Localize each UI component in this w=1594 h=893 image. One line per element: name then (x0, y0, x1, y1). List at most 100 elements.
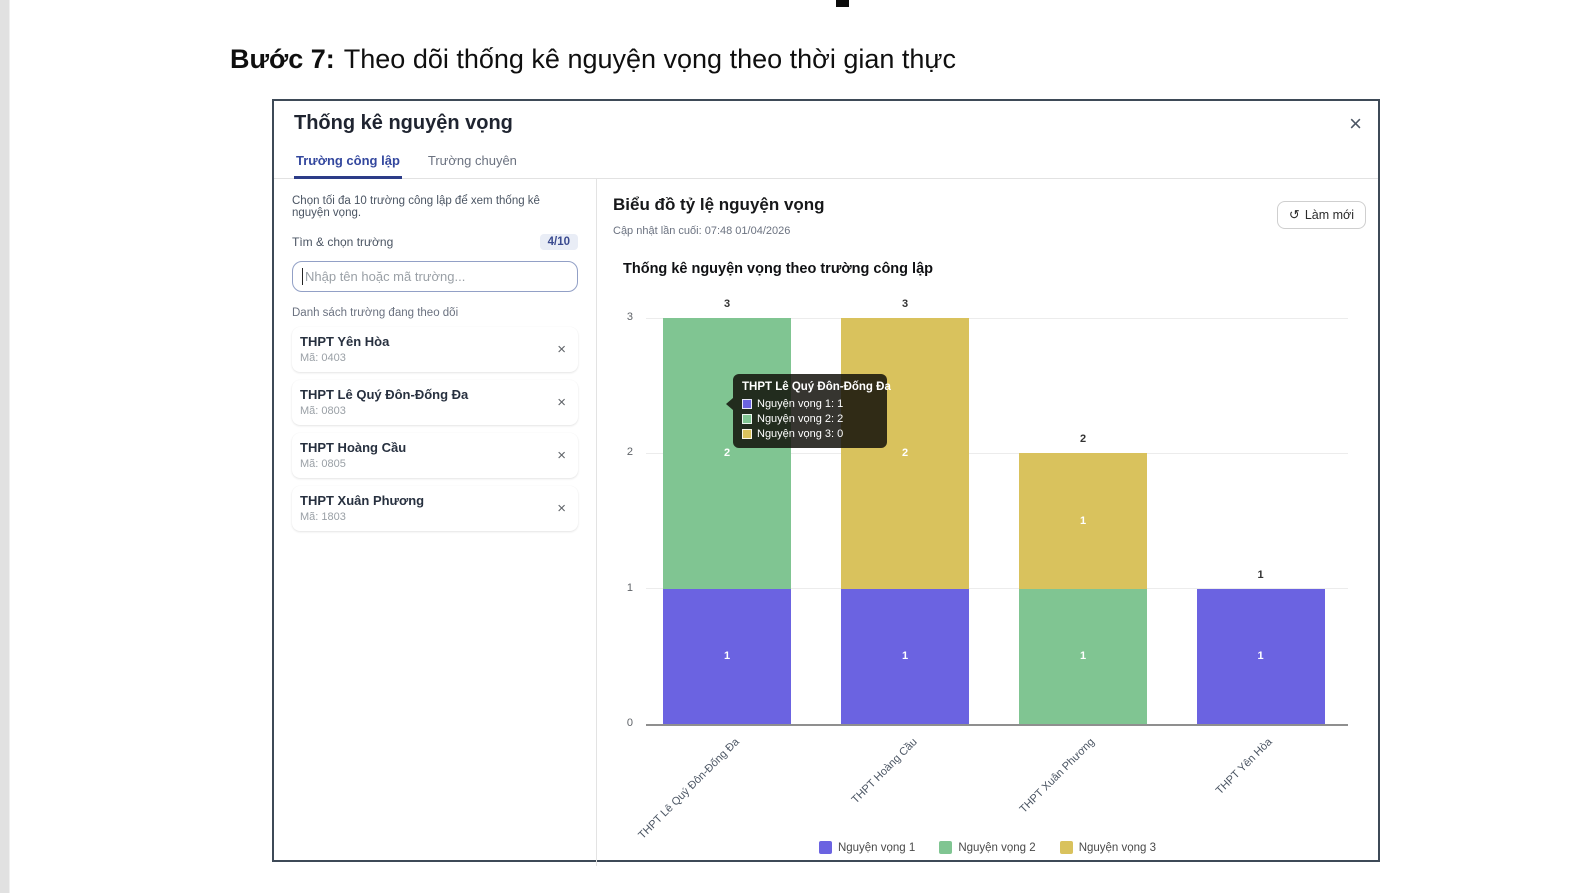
school-name: THPT Xuân Phương (300, 493, 425, 508)
remove-school-icon[interactable]: × (557, 340, 566, 358)
step-description: Theo dõi thống kê nguyện vọng theo thời … (343, 44, 956, 74)
selection-counter-badge: 4/10 (539, 234, 578, 250)
y-axis-tick-label: 0 (626, 717, 633, 729)
chart-tooltip: THPT Lê Quý Đôn-Đống Đa Nguyện vọng 1: 1… (726, 374, 891, 448)
school-selector-sidebar: Chọn tối đa 10 trường công lập để xem th… (274, 179, 597, 866)
bar-segment-nv3[interactable]: 1 (1019, 453, 1147, 589)
school-info: THPT Hoàng Cầu Mã: 0805 (300, 440, 406, 470)
legend-swatch-icon (939, 841, 953, 854)
search-input-wrap (292, 261, 578, 292)
step-label: Bước 7: (230, 44, 335, 74)
school-list-item: THPT Xuân Phương Mã: 1803 × (292, 486, 578, 531)
bar-total-label: 3 (901, 298, 909, 310)
tab-truong-chuyen[interactable]: Trường chuyên (427, 153, 517, 168)
school-list: THPT Yên Hòa Mã: 0403 × THPT Lê Quý Đôn-Đốn… (292, 327, 578, 531)
school-code: Mã: 0803 (300, 405, 346, 417)
legend-item[interactable]: Nguyện vọng 3 (1059, 841, 1157, 854)
segment-value-label: 1 (901, 650, 909, 663)
school-code: Mã: 0403 (300, 352, 346, 364)
text-caret (302, 268, 303, 285)
legend-label: Nguyện vọng 3 (1078, 841, 1157, 854)
school-name: THPT Lê Quý Đôn-Đống Đa (300, 387, 469, 402)
tooltip-title: THPT Lê Quý Đôn-Đống Đa (742, 381, 891, 393)
close-icon[interactable]: × (1349, 111, 1362, 136)
bar-total-label: 3 (723, 298, 731, 310)
modal-title: Thống kê nguyện vọng (294, 112, 513, 134)
refresh-icon: ↺ (1288, 207, 1300, 222)
segment-value-label: 1 (723, 650, 731, 663)
segment-value-label: 1 (1079, 514, 1087, 527)
refresh-button-label: Làm mới (1304, 208, 1354, 222)
watched-list-label: Danh sách trường đang theo dõi (292, 307, 459, 319)
legend-label: Nguyện vọng 2 (958, 841, 1036, 854)
tooltip-row: Nguyện vọng 3: 0 (742, 428, 878, 440)
bar-segment-nv1[interactable]: 1 (663, 588, 791, 724)
segment-value-label: 2 (723, 447, 731, 460)
chart-panel-title: Biểu đồ tỷ lệ nguyện vọng (613, 195, 825, 214)
cropped-text-fragment (836, 0, 849, 7)
bar-segment-nv1[interactable]: 1 (1196, 588, 1325, 724)
chart-legend: Nguyện vọng 1 Nguyện vọng 2 Nguyện vọng 3 (597, 841, 1378, 854)
chart-canvas: 0 1 2 3 1 2 3 THPT Lê Quý Đôn-Đống Đa 1 2 3 THPT Ho… (597, 179, 1378, 866)
x-axis-category-label: THPT Lê Quý Đôn-Đống Đa (635, 736, 742, 842)
gridline (646, 452, 1348, 454)
legend-swatch-icon (818, 841, 832, 854)
school-list-item: THPT Hoàng Cầu Mã: 0805 × (292, 433, 578, 478)
legend-item[interactable]: Nguyện vọng 2 (939, 841, 1036, 854)
tooltip-text: Nguyện vọng 2: 2 (757, 413, 844, 425)
refresh-button[interactable]: ↺ Làm mới (1276, 201, 1366, 229)
gridline (646, 317, 1348, 319)
page-title: Bước 7: Theo dõi thống kê nguyện vọng the… (230, 44, 956, 75)
statistics-modal: Thống kê nguyện vọng × Trường công lập T… (272, 99, 1380, 866)
chart-title: Thống kê nguyện vọng theo trường công lậ… (623, 261, 933, 277)
tab-bar: Trường công lập Trường chuyên (274, 147, 1378, 179)
remove-school-icon[interactable]: × (557, 446, 566, 464)
school-name: THPT Hoàng Cầu (300, 440, 407, 455)
school-list-item: THPT Lê Quý Đôn-Đống Đa Mã: 0803 × (292, 380, 578, 425)
selector-instruction: Chọn tối đa 10 trường công lập để xem th… (292, 195, 540, 219)
x-axis-category-label: THPT Hoàng Cầu (849, 736, 920, 807)
tab-truong-cong-lap[interactable]: Trường công lập (294, 147, 402, 179)
school-name: THPT Yên Hòa (300, 334, 390, 349)
bar-segment-nv3[interactable]: 2 (841, 318, 969, 589)
x-axis-line (646, 724, 1348, 726)
tooltip-swatch-icon (742, 399, 752, 409)
x-axis-category-label: THPT Yên Hòa (1214, 736, 1275, 797)
bar-segment-nv2[interactable]: 2 (663, 318, 791, 589)
legend-swatch-icon (1059, 841, 1073, 854)
school-code: Mã: 1803 (300, 511, 346, 523)
gridline (646, 588, 1348, 590)
legend-label: Nguyện vọng 1 (837, 841, 916, 854)
bar-total-label: 1 (1257, 568, 1264, 581)
chart-panel: Biểu đồ tỷ lệ nguyện vọng Cập nhật lần c… (597, 179, 1378, 866)
school-code: Mã: 0805 (300, 458, 346, 470)
document-margin-strip (0, 0, 10, 893)
tooltip-row: Nguyện vọng 2: 2 (742, 413, 878, 425)
tooltip-text: Nguyện vọng 3: 0 (757, 428, 844, 440)
school-info: THPT Yên Hòa Mã: 0403 (300, 334, 389, 364)
tooltip-rows: Nguyện vọng 1: 1 Nguyện vọng 2: 2 Nguyện v… (742, 398, 878, 440)
last-updated-text: Cập nhật lần cuối: 07:48 01/04/2026 (613, 225, 791, 237)
segment-value-label: 1 (1257, 650, 1264, 663)
tooltip-text: Nguyện vọng 1: 1 (757, 398, 844, 410)
bar-segment-nv1[interactable]: 1 (841, 588, 969, 724)
legend-item[interactable]: Nguyện vọng 1 (818, 841, 916, 854)
school-search-input[interactable] (292, 261, 578, 292)
school-info: THPT Lê Quý Đôn-Đống Đa Mã: 0803 (300, 387, 468, 417)
x-axis-category-label: THPT Xuân Phương (1017, 736, 1098, 816)
tooltip-swatch-icon (742, 414, 752, 424)
tooltip-swatch-icon (742, 429, 752, 439)
segment-value-label: 1 (1079, 650, 1087, 663)
modal-header: Thống kê nguyện vọng × (274, 101, 1378, 135)
y-axis-tick-label: 1 (626, 581, 633, 594)
search-row: Tìm & chọn trường 4/10 (292, 234, 578, 250)
segment-value-label: 2 (901, 447, 909, 460)
y-axis-tick-label: 3 (626, 311, 633, 323)
remove-school-icon[interactable]: × (557, 393, 566, 411)
school-list-item: THPT Yên Hòa Mã: 0403 × (292, 327, 578, 372)
y-axis-tick-label: 2 (626, 446, 633, 459)
tooltip-row: Nguyện vọng 1: 1 (742, 398, 878, 410)
bar-total-label: 2 (1079, 433, 1087, 446)
bar-segment-nv2[interactable]: 1 (1019, 588, 1147, 724)
remove-school-icon[interactable]: × (557, 499, 566, 517)
